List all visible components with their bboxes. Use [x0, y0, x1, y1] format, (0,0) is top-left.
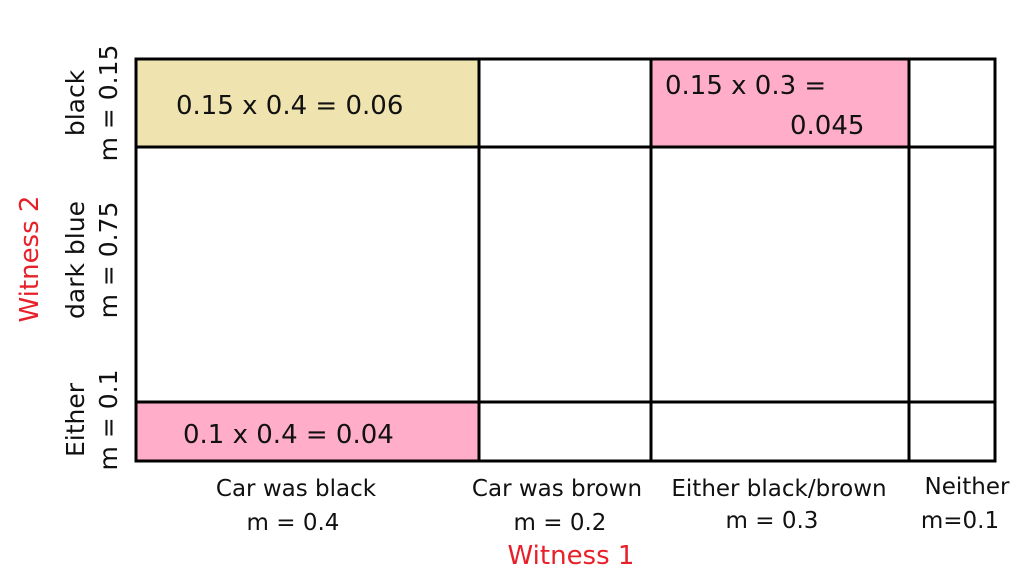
- column-labels: Car was black m = 0.4 Car was brown m = …: [216, 474, 1010, 536]
- col-mass-car-brown: m = 0.2: [514, 510, 607, 536]
- cell-text-either-black: 0.1 x 0.4 = 0.04: [183, 420, 394, 450]
- col-label-either-black-brown: Either black/brown: [671, 476, 886, 502]
- row-label-black: black: [61, 69, 90, 136]
- row-mass-black: m = 0.15: [94, 45, 123, 162]
- y-axis-title: Witness 2: [15, 196, 45, 323]
- col-mass-either-black-brown: m = 0.3: [726, 508, 819, 534]
- row-mass-dark-blue: m = 0.75: [94, 202, 123, 319]
- col-mass-neither: m=0.1: [921, 508, 999, 534]
- cell-text-black-black: 0.15 x 0.4 = 0.06: [176, 91, 403, 121]
- cell-either-x-car-black: [136, 402, 479, 461]
- cell-black-x-car-black: [136, 59, 479, 147]
- table-border: [134, 57, 997, 463]
- row-labels: black m = 0.15 dark blue m = 0.75 Either…: [61, 45, 123, 471]
- col-label-neither: Neither: [925, 474, 1010, 500]
- col-mass-car-black: m = 0.4: [247, 510, 340, 536]
- cell-black-x-either-black-brown: [651, 59, 909, 147]
- x-axis-title: Witness 1: [508, 541, 635, 571]
- row-label-either: Either: [61, 382, 90, 457]
- col-label-car-black: Car was black: [216, 476, 377, 502]
- row-mass-either: m = 0.1: [94, 370, 123, 471]
- col-label-car-brown: Car was brown: [472, 476, 642, 502]
- cell-text-black-either-line1: 0.15 x 0.3 =: [665, 71, 826, 101]
- row-label-dark-blue: dark blue: [61, 201, 90, 319]
- table-grid: [134, 57, 997, 463]
- cell-text-black-either-line2: 0.045: [790, 111, 864, 141]
